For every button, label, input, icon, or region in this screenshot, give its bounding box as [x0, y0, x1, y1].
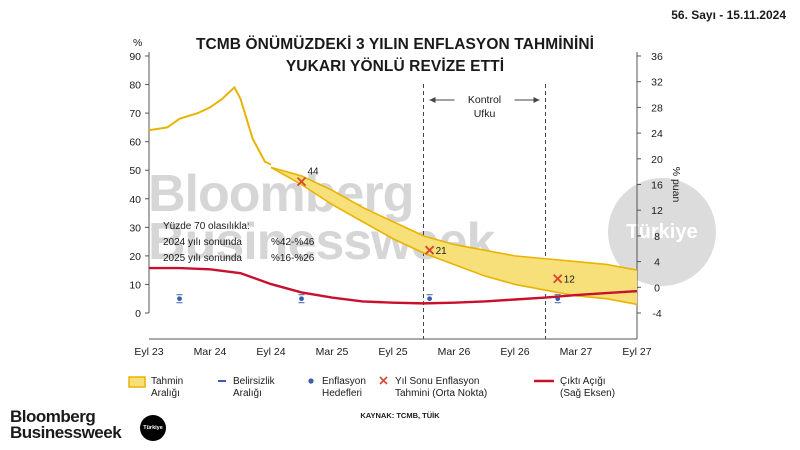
- probability-row-label: 2025 yılı sonunda: [163, 253, 242, 264]
- source-note: KAYNAK: TCMB, TÜİK: [360, 411, 440, 420]
- y-tick-right: 24: [651, 128, 663, 140]
- probability-row-value: %42-%46: [271, 237, 315, 248]
- legend-label: Çıktı Açığı: [560, 376, 606, 387]
- x-tick-label: Eyl 25: [378, 346, 407, 358]
- target-dot: [427, 296, 432, 302]
- probability-row-label: 2024 yılı sonunda: [163, 237, 242, 248]
- chart-title-line1: TCMB ÖNÜMÜZDEKİ 3 YILIN ENFLASYON TAHMİN…: [195, 36, 595, 53]
- legend-item-band: Tahmin Aralığı: [128, 376, 216, 400]
- probability-row-value: %16-%26: [271, 253, 315, 264]
- control-horizon-label-bg: [454, 92, 515, 106]
- band-swatch-icon: [128, 376, 146, 388]
- y-tick-right: 20: [651, 154, 663, 166]
- legend-item-uncertainty: Belirsizlik Aralığı: [216, 376, 305, 400]
- y-tick-left: 30: [129, 222, 141, 234]
- x-tick-label: Mar 25: [316, 346, 349, 358]
- watermark-text: Bloomberg Businessweek: [148, 168, 495, 268]
- chart-title-line2: YUKARI YÖNLÜ REVİZE ETTİ: [285, 58, 505, 75]
- y-tick-left: 90: [129, 51, 141, 63]
- x-tick-label: Mar 24: [194, 346, 227, 358]
- legend-label: Enflasyon: [322, 376, 366, 387]
- uncertainty-dash-icon: [218, 380, 226, 382]
- y-tick-right: 4: [654, 257, 660, 269]
- legend-item-output-gap: Çıktı Açığı (Sağ Eksen): [533, 376, 615, 400]
- issue-date: 56. Sayı - 15.11.2024: [671, 8, 786, 22]
- red-line-icon: [534, 379, 554, 383]
- inflation-actual-line: [148, 85, 272, 166]
- y-tick-right: 16: [651, 180, 663, 192]
- right-axis-unit: % puan: [670, 167, 682, 203]
- x-tick-label: Eyl 23: [134, 346, 163, 358]
- legend-label: Tahmin: [151, 376, 184, 387]
- forecast-band-upper: [270, 166, 638, 271]
- legend-label: Aralığı: [151, 388, 180, 399]
- legend-item-year-end: Yıl Sonu Enflasyon Tahmini (Orta Nokta): [378, 376, 533, 400]
- target-dot-icon: [308, 378, 314, 384]
- logo-badge: Türkiye: [140, 415, 166, 441]
- y-tick-right: 0: [654, 282, 660, 294]
- legend-label: Hedefleri: [322, 388, 363, 399]
- chart-title: TCMB ÖNÜMÜZDEKİ 3 YILIN ENFLASYON TAHMİN…: [150, 34, 640, 78]
- year-end-label: 44: [308, 167, 320, 178]
- y-tick-left: 40: [129, 194, 141, 206]
- y-tick-left: 70: [129, 108, 141, 120]
- year-end-label: 21: [436, 246, 448, 257]
- legend-label: Yıl Sonu Enflasyon: [395, 376, 480, 387]
- x-tick-label: Eyl 27: [622, 346, 651, 358]
- forecast-band: [271, 167, 637, 305]
- year-end-cross: [424, 245, 435, 255]
- x-tick-label: Eyl 24: [256, 346, 285, 358]
- output-gap-line: [149, 266, 638, 305]
- y-tick-right: 12: [651, 205, 663, 217]
- target-dot: [299, 296, 304, 302]
- probability-row: 2024 yılı sonunda %42-%46: [163, 235, 314, 251]
- y-tick-right: 36: [651, 51, 663, 63]
- y-tick-right: 32: [651, 77, 663, 89]
- target-dot: [177, 296, 182, 302]
- probability-header: Yüzde 70 olasılıkla:: [163, 221, 250, 232]
- brand-logo: Bloomberg Businessweek: [10, 407, 122, 442]
- y-tick-left: 80: [129, 80, 141, 92]
- cross-icon: [379, 376, 388, 385]
- control-horizon-label: Ufku: [474, 108, 496, 120]
- legend-label: Aralığı: [233, 388, 262, 399]
- logo-line2: Businessweek: [10, 423, 122, 442]
- legend: Tahmin Aralığı Belirsizlik Aralığı Enflasy…: [128, 376, 615, 400]
- y-tick-left: 0: [135, 308, 141, 320]
- y-tick-left: 60: [129, 137, 141, 149]
- legend-label: Belirsizlik: [233, 376, 275, 387]
- year-end-cross: [296, 177, 307, 187]
- legend-label: (Sağ Eksen): [560, 388, 616, 399]
- y-tick-left: 10: [129, 279, 141, 291]
- y-tick-right: -4: [652, 308, 661, 320]
- y-tick-right: 28: [651, 102, 663, 114]
- left-axis-unit: %: [133, 37, 142, 49]
- x-tick-label: Mar 26: [438, 346, 471, 358]
- year-end-label: 12: [564, 275, 576, 286]
- y-tick-left: 50: [129, 165, 141, 177]
- year-end-cross: [553, 274, 563, 284]
- probability-row: 2025 yılı sonunda %16-%26: [163, 251, 314, 267]
- probability-note: Yüzde 70 olasılıkla: 2024 yılı sonunda %…: [163, 219, 314, 267]
- y-tick-left: 20: [129, 251, 141, 263]
- legend-label: Tahmini (Orta Nokta): [395, 388, 488, 399]
- x-tick-label: Mar 27: [560, 346, 593, 358]
- arrowhead-icon: [533, 97, 540, 103]
- legend-item-targets: Enflasyon Hedefleri: [305, 376, 378, 400]
- logo-line1: Bloomberg: [10, 407, 96, 426]
- control-horizon-label: Kontrol: [468, 94, 501, 106]
- y-tick-right: 8: [654, 231, 660, 243]
- arrowhead-icon: [429, 97, 436, 103]
- x-tick-label: Eyl 26: [500, 346, 529, 358]
